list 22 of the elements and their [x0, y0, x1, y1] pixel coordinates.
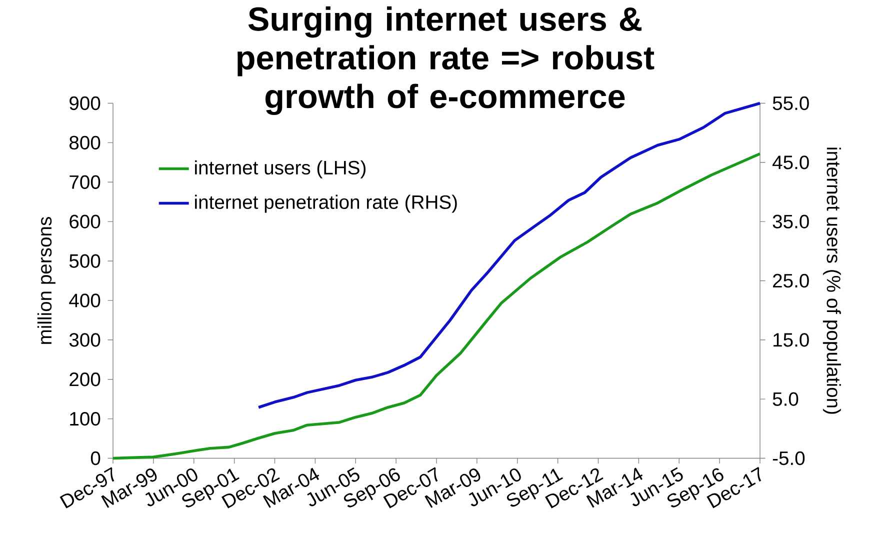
- y2-tick-label: 5.0: [772, 392, 798, 406]
- y-tick-label: 500: [69, 254, 100, 268]
- y-tick-label: 200: [70, 372, 100, 386]
- y2-tick-label: 25.0: [773, 274, 809, 288]
- y-tick-label: 300: [69, 332, 100, 347]
- y-tick-label: 600: [70, 214, 100, 228]
- y2-tick-label: 55.0: [772, 96, 809, 110]
- y-axis-title: million persons: [37, 216, 56, 344]
- y-tick-label: 700: [70, 175, 100, 189]
- y2-tick-label: 45.0: [772, 155, 809, 170]
- chart-title: Surging internet users & penetration rate => robust growth of e-commerce: [238, 6, 654, 115]
- legend-label: internet users (LHS): [195, 160, 366, 178]
- y-tick-label: 0: [90, 451, 100, 465]
- y2-tick-label: 15.0: [774, 332, 809, 347]
- y2-tick-label: 35.0: [772, 214, 809, 228]
- y-tick-label: 800: [70, 136, 100, 150]
- y2-axis-title: internet users (% of population): [822, 148, 841, 414]
- y-tick-label: 900: [70, 96, 100, 110]
- legend-label: internet penetration rate (RHS): [195, 194, 457, 213]
- y-tick-label: 100: [70, 412, 100, 426]
- y2-tick-label: -5.0: [772, 451, 805, 465]
- y-tick-label: 400: [69, 294, 100, 308]
